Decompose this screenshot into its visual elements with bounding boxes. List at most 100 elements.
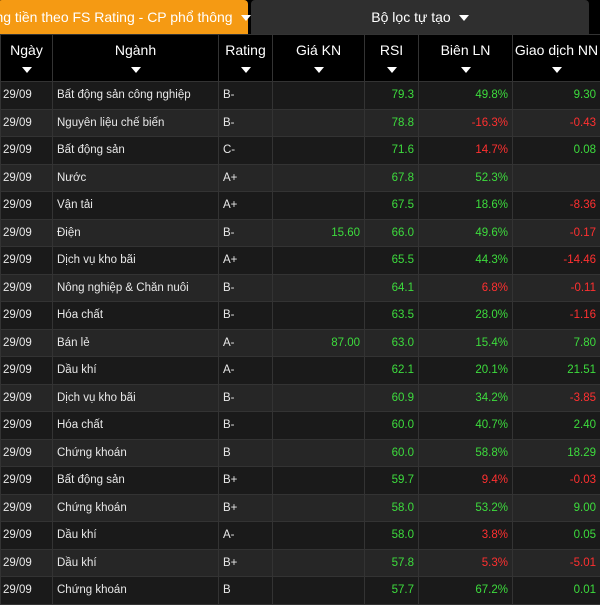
- cell-price: [273, 549, 365, 577]
- cell-rsi: 65.5: [365, 247, 419, 275]
- cell-price: [273, 82, 365, 110]
- cell-foreign-trade: -0.17: [513, 219, 600, 247]
- cell-rsi: 60.0: [365, 412, 419, 440]
- cell-date: 29/09: [1, 522, 53, 550]
- cell-margin: 6.8%: [419, 274, 513, 302]
- column-header-margin[interactable]: Biên LN: [419, 35, 513, 82]
- cell-price: [273, 192, 365, 220]
- cell-margin: 49.8%: [419, 82, 513, 110]
- cell-industry: Bán lẻ: [53, 329, 219, 357]
- cell-margin: 53.2%: [419, 494, 513, 522]
- cell-rsi: 67.8: [365, 164, 419, 192]
- cell-price: 15.60: [273, 219, 365, 247]
- column-header-price[interactable]: Giá KN: [273, 35, 365, 82]
- cell-rating: B+: [219, 549, 273, 577]
- cell-industry: Hóa chất: [53, 302, 219, 330]
- cell-price: [273, 109, 365, 137]
- tab-bar: ng tiền theo FS Rating - CP phổ thông Bộ…: [0, 0, 600, 34]
- cell-industry: Nước: [53, 164, 219, 192]
- cell-foreign-trade: -3.85: [513, 384, 600, 412]
- column-header-rating[interactable]: Rating: [219, 35, 273, 82]
- header-row: Ngày Ngành Rating Giá KN RSI Biên LN Gia…: [1, 35, 600, 82]
- cell-foreign-trade: 0.05: [513, 522, 600, 550]
- cell-margin: 52.3%: [419, 164, 513, 192]
- cell-margin: 14.7%: [419, 137, 513, 165]
- cell-industry: Chứng khoán: [53, 439, 219, 467]
- cell-price: [273, 439, 365, 467]
- cell-rsi: 78.8: [365, 109, 419, 137]
- cell-rsi: 58.0: [365, 522, 419, 550]
- cell-rating: B: [219, 439, 273, 467]
- cell-margin: 9.4%: [419, 467, 513, 495]
- cell-foreign-trade: -5.01: [513, 549, 600, 577]
- cell-industry: Hóa chất: [53, 412, 219, 440]
- cell-rating: A+: [219, 164, 273, 192]
- cell-margin: 15.4%: [419, 329, 513, 357]
- column-header-rsi[interactable]: RSI: [365, 35, 419, 82]
- cell-rating: A-: [219, 522, 273, 550]
- tab-custom-filter[interactable]: Bộ lọc tự tạo: [251, 0, 589, 34]
- cell-date: 29/09: [1, 329, 53, 357]
- cell-foreign-trade: 2.40: [513, 412, 600, 440]
- cell-industry: Dịch vụ kho bãi: [53, 384, 219, 412]
- cell-foreign-trade: 9.00: [513, 494, 600, 522]
- cell-industry: Nông nghiệp & Chăn nuôi: [53, 274, 219, 302]
- cell-rating: A+: [219, 247, 273, 275]
- cell-rating: A-: [219, 329, 273, 357]
- column-header-industry[interactable]: Ngành: [53, 35, 219, 82]
- cell-price: [273, 357, 365, 385]
- cell-rating: B-: [219, 384, 273, 412]
- cell-rsi: 79.3: [365, 82, 419, 110]
- cell-date: 29/09: [1, 439, 53, 467]
- cell-foreign-trade: [513, 164, 600, 192]
- column-header-date[interactable]: Ngày: [1, 35, 53, 82]
- cell-foreign-trade: 7.80: [513, 329, 600, 357]
- cell-margin: 18.6%: [419, 192, 513, 220]
- cell-rating: A+: [219, 192, 273, 220]
- chevron-down-icon: [459, 15, 469, 21]
- cell-date: 29/09: [1, 109, 53, 137]
- tab-fs-rating[interactable]: ng tiền theo FS Rating - CP phổ thông: [0, 0, 248, 34]
- cell-foreign-trade: 18.29: [513, 439, 600, 467]
- cell-foreign-trade: -14.46: [513, 247, 600, 275]
- cell-industry: Nguyên liệu chế biến: [53, 109, 219, 137]
- cell-industry: Chứng khoán: [53, 494, 219, 522]
- cell-date: 29/09: [1, 219, 53, 247]
- cell-rsi: 58.0: [365, 494, 419, 522]
- cell-date: 29/09: [1, 274, 53, 302]
- cell-foreign-trade: -1.16: [513, 302, 600, 330]
- cell-date: 29/09: [1, 247, 53, 275]
- cell-margin: 34.2%: [419, 384, 513, 412]
- cell-margin: 20.1%: [419, 357, 513, 385]
- rating-table: Ngày Ngành Rating Giá KN RSI Biên LN Gia…: [0, 34, 600, 605]
- cell-rating: B-: [219, 219, 273, 247]
- column-header-foreign-trade[interactable]: Giao dịch NN: [513, 35, 600, 82]
- cell-margin: 40.7%: [419, 412, 513, 440]
- cell-rating: C-: [219, 137, 273, 165]
- cell-industry: Điện: [53, 219, 219, 247]
- sort-down-icon: [241, 67, 251, 73]
- cell-price: [273, 522, 365, 550]
- sort-down-icon: [461, 67, 471, 73]
- cell-rsi: 60.0: [365, 439, 419, 467]
- chevron-down-icon: [241, 15, 251, 21]
